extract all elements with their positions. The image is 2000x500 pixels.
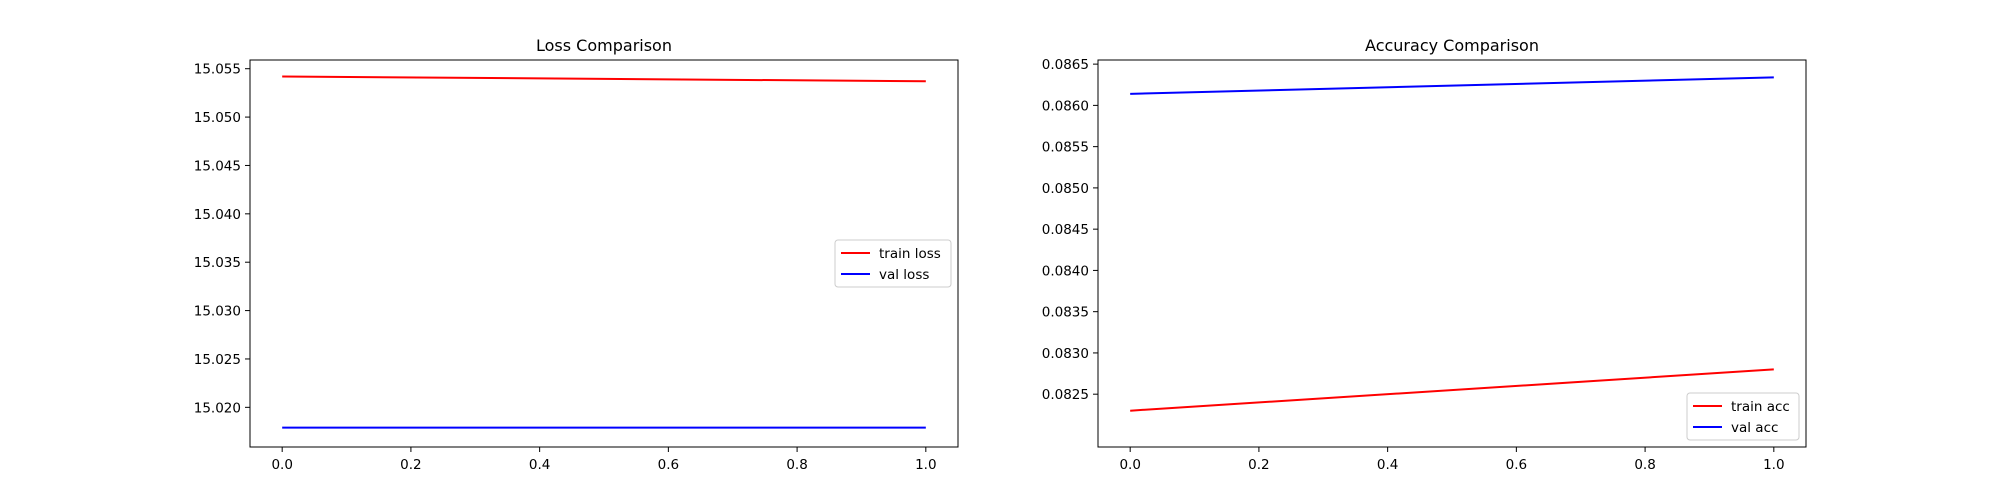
val-acc-legend-label: val acc [1731,420,1778,436]
loss-comparison-chart: Loss Comparison 0.0 0.2 0.4 0.6 0.8 1.0 15.020 1… [194,36,959,473]
y-tick-label: 0.0825 [1042,387,1089,403]
y-tick-label: 15.045 [194,158,241,174]
x-tick-label: 0.2 [1248,457,1269,473]
chart-title: Loss Comparison [536,36,672,55]
x-tick-label: 0.8 [786,457,807,473]
y-tick-label: 15.020 [194,400,241,416]
train-acc-line [1130,368,1774,412]
y-tick-label: 0.0850 [1042,181,1089,197]
y-tick-label: 15.025 [194,352,241,368]
chart-title: Accuracy Comparison [1365,36,1539,55]
plot-area-frame [1097,59,1807,448]
legend-box [1686,392,1800,441]
train-loss-line [282,75,926,83]
val-loss-legend-label: val loss [879,267,929,283]
train-acc-legend-label: train acc [1731,399,1790,415]
legend: train loss val loss [834,239,952,288]
y-tick-label: 0.0865 [1042,57,1089,73]
x-tick-label: 0.0 [1119,457,1140,473]
train-loss-legend-label: train loss [879,246,941,262]
y-tick-label: 0.0860 [1042,98,1089,114]
x-tick-label: 0.0 [271,457,292,473]
x-tick-label: 0.4 [1377,457,1398,473]
x-tick-label: 0.6 [1506,457,1527,473]
y-tick-label: 0.0855 [1042,140,1089,156]
plot-area-frame [249,59,959,448]
x-tick-label: 0.8 [1634,457,1655,473]
y-tick-label: 0.0840 [1042,263,1089,279]
legend-box [834,239,952,288]
x-tick-label: 1.0 [915,457,936,473]
y-tick-label: 0.0830 [1042,346,1089,362]
x-tick-label: 1.0 [1763,457,1784,473]
y-tick-label: 0.0845 [1042,222,1089,238]
legend: train acc val acc [1686,392,1800,441]
x-tick-label: 0.4 [529,457,550,473]
y-tick-label: 15.040 [194,207,241,223]
y-tick-label: 15.030 [194,304,241,320]
val-acc-line [1130,76,1774,95]
y-tick-label: 0.0835 [1042,305,1089,321]
y-tick-label: 15.035 [194,255,241,271]
x-tick-label: 0.2 [400,457,421,473]
y-tick-label: 15.055 [194,62,241,78]
accuracy-comparison-chart: Accuracy Comparison 0.0 0.2 0.4 0.6 0.8 1.0 0.0… [1042,36,1807,473]
x-tick-label: 0.6 [658,457,679,473]
y-tick-label: 15.050 [194,110,241,126]
